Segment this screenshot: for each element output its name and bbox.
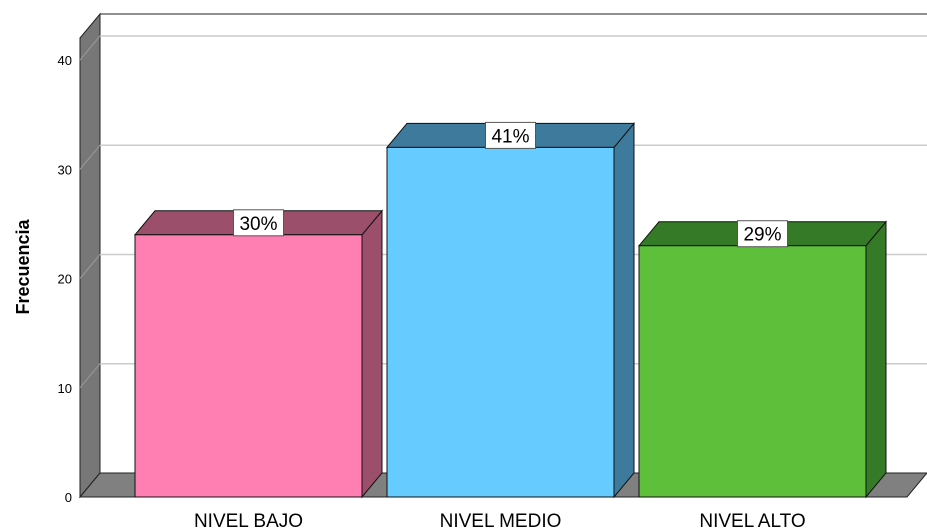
x-tick-label: NIVEL ALTO [699, 511, 805, 531]
bar-nivel-alto: 29% [637, 220, 888, 499]
data-label: 30% [239, 214, 277, 235]
bar [386, 146, 615, 498]
gridline-wall [79, 254, 101, 279]
x-tick-label: NIVEL BAJO [194, 511, 303, 531]
gridline-wall [79, 35, 101, 61]
chart-left-wall [79, 12, 101, 499]
bar-side [613, 122, 635, 499]
data-label-box [233, 209, 284, 237]
y-tick-label: 10 [58, 381, 72, 396]
y-tick-label: 20 [58, 272, 72, 287]
bar-nivel-medio: 41% [385, 121, 636, 499]
bar-side [865, 220, 887, 499]
bars: 30% 41% 29% [133, 121, 888, 499]
data-label-box [485, 121, 536, 149]
y-tick-label: 0 [65, 490, 72, 505]
x-axis-labels: NIVEL BAJO NIVEL MEDIO NIVEL ALTO [194, 511, 806, 531]
data-label: 41% [491, 126, 529, 147]
y-tick-label: 40 [58, 53, 72, 68]
gridline-wall [79, 363, 101, 389]
bar-nivel-bajo: 30% [133, 209, 384, 499]
y-axis-title: Frecuencia [13, 218, 33, 314]
y-axis-ticks: 0 10 20 30 40 [58, 53, 72, 505]
data-label: 29% [743, 225, 781, 246]
bar-side [361, 209, 383, 499]
bar [638, 245, 867, 498]
x-tick-label: NIVEL MEDIO [440, 511, 562, 531]
y-tick-label: 30 [58, 162, 72, 177]
data-label-box [737, 220, 788, 248]
bar [134, 234, 363, 498]
gridline-wall [79, 144, 101, 170]
